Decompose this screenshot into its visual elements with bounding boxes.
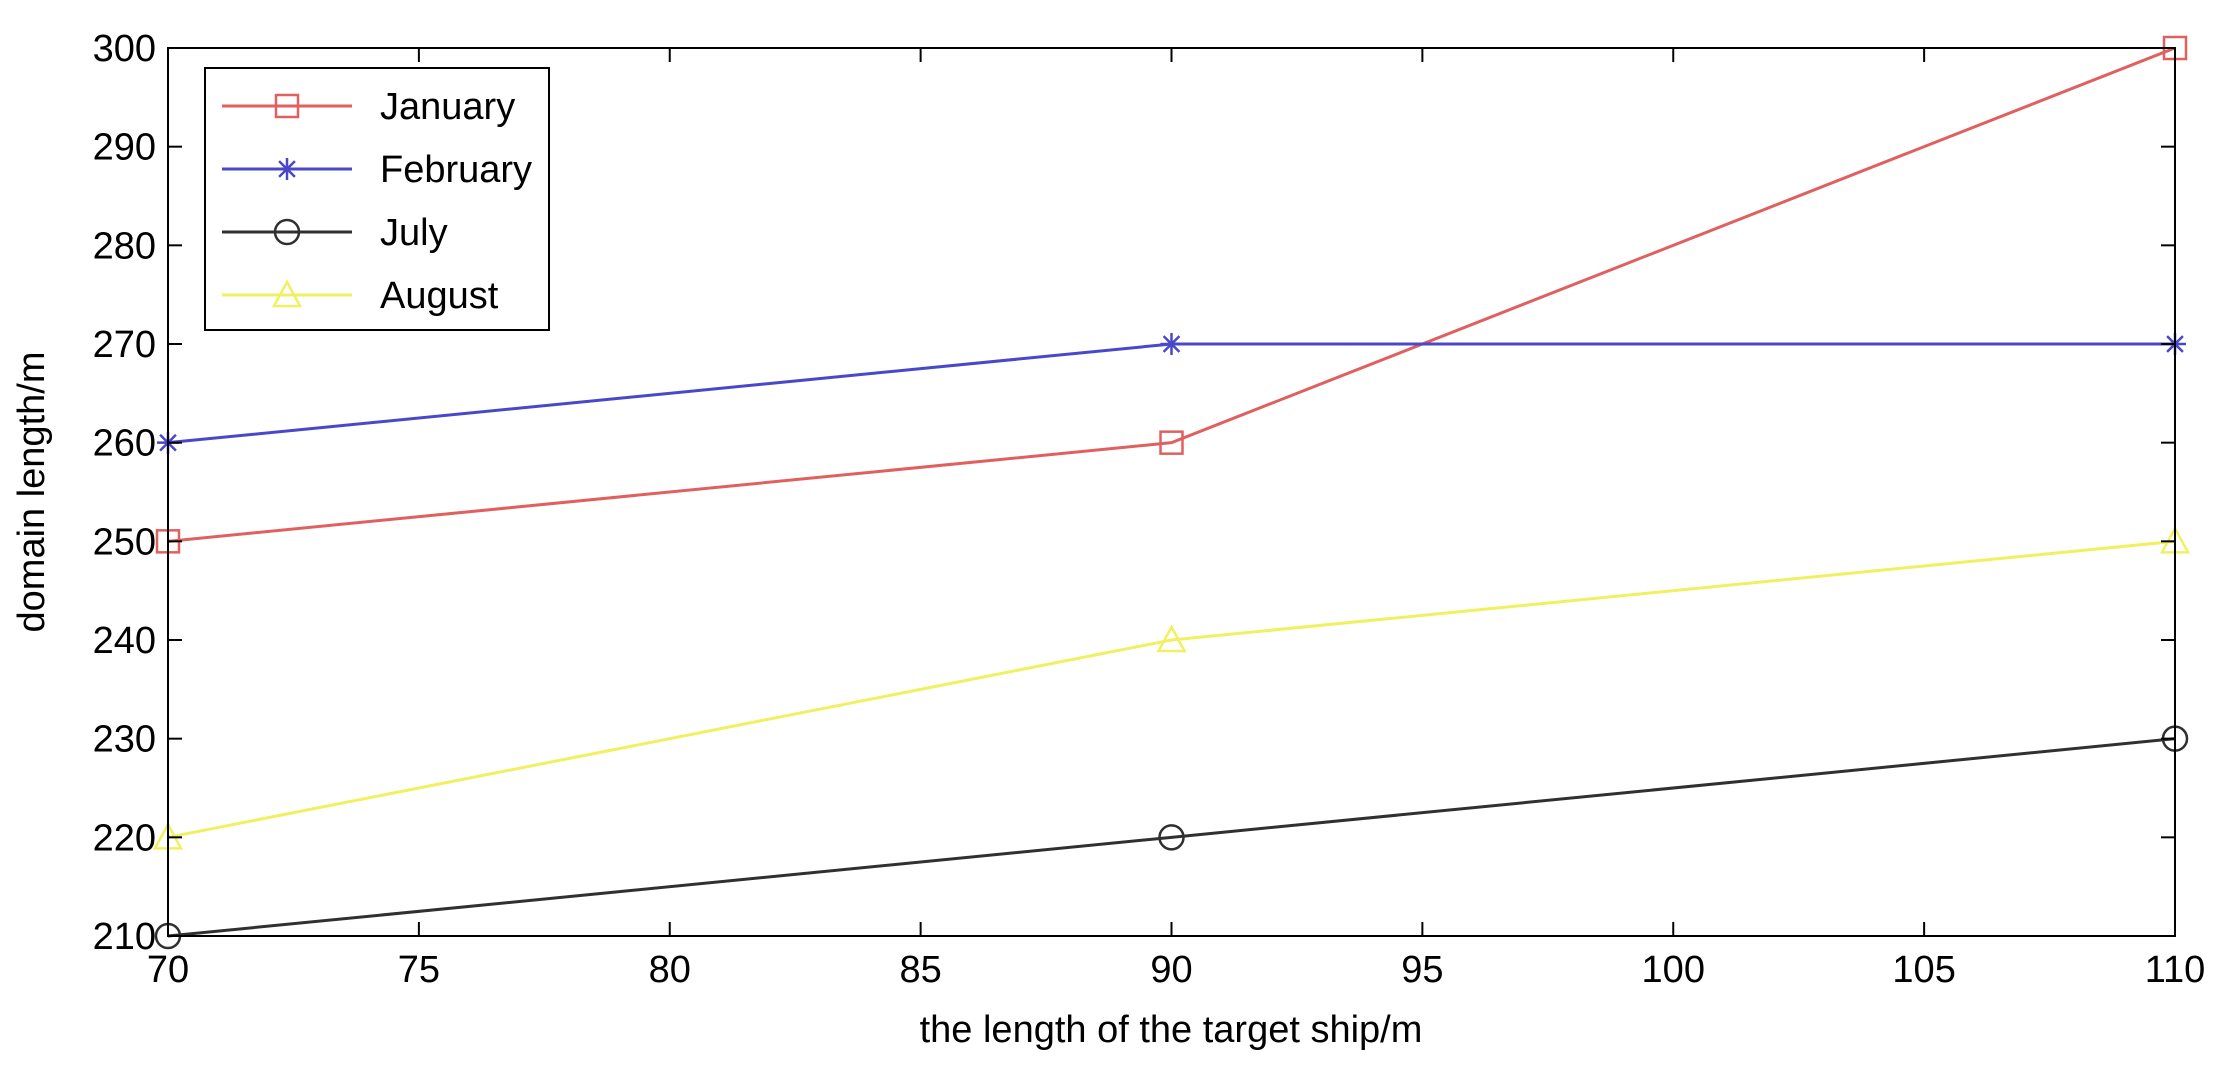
x-tick-label: 70: [147, 949, 189, 991]
ticks-layer: 70 75 80 85 90 95 100 105 110 210 220 230 240 250 260 2…: [93, 28, 2206, 991]
x-tick-label: 85: [899, 949, 941, 991]
legend-item-july: July: [222, 212, 448, 254]
x-tick-label: 80: [649, 949, 691, 991]
legend-item-january: January: [222, 86, 515, 128]
legend-entries: January February July August: [222, 86, 532, 317]
x-tick-label: 105: [1892, 949, 1955, 991]
legend-label: January: [380, 86, 515, 128]
data-point-july: [1158, 824, 1185, 851]
series-line-august: [167, 539, 2176, 839]
y-tick-label: 220: [93, 817, 156, 859]
legend: January February July August: [204, 67, 550, 331]
legend-swatch-marker: [276, 158, 298, 180]
y-tick-label: 260: [93, 423, 156, 465]
y-tick-label: 300: [93, 28, 156, 70]
legend-swatch-marker: [273, 218, 301, 246]
y-tick-label: 240: [93, 620, 156, 662]
x-axis-title: the length of the target ship/m: [920, 1009, 1423, 1051]
legend-box: [204, 67, 550, 331]
data-point-january: [1159, 430, 1184, 455]
y-axis-title: domain length/m: [11, 352, 53, 633]
legend-label: February: [380, 149, 532, 191]
y-tick-label: 290: [93, 127, 156, 169]
y-tick-label: 280: [93, 225, 156, 267]
x-tick-label: 110: [2145, 949, 2206, 991]
legend-swatch-marker: [274, 93, 300, 119]
legend-swatch-marker: [271, 279, 303, 308]
x-tick-label: 75: [398, 949, 440, 991]
y-tick-label: 230: [93, 719, 156, 761]
y-tick-label: 210: [93, 916, 156, 958]
x-tick-label: 100: [1642, 949, 1705, 991]
series-line-july: [167, 737, 2176, 938]
data-point-february: [1160, 333, 1183, 355]
y-tick-label: 270: [93, 324, 156, 366]
legend-item-february: February: [222, 149, 532, 191]
legend-item-august: August: [222, 275, 499, 317]
series-line-january: [167, 46, 2176, 543]
data-point-august: [1156, 624, 1187, 653]
legend-label: August: [380, 275, 499, 317]
legend-label: July: [380, 212, 448, 254]
x-tick-label: 95: [1401, 949, 1443, 991]
x-tick-label: 90: [1150, 949, 1192, 991]
y-tick-label: 250: [93, 521, 156, 563]
